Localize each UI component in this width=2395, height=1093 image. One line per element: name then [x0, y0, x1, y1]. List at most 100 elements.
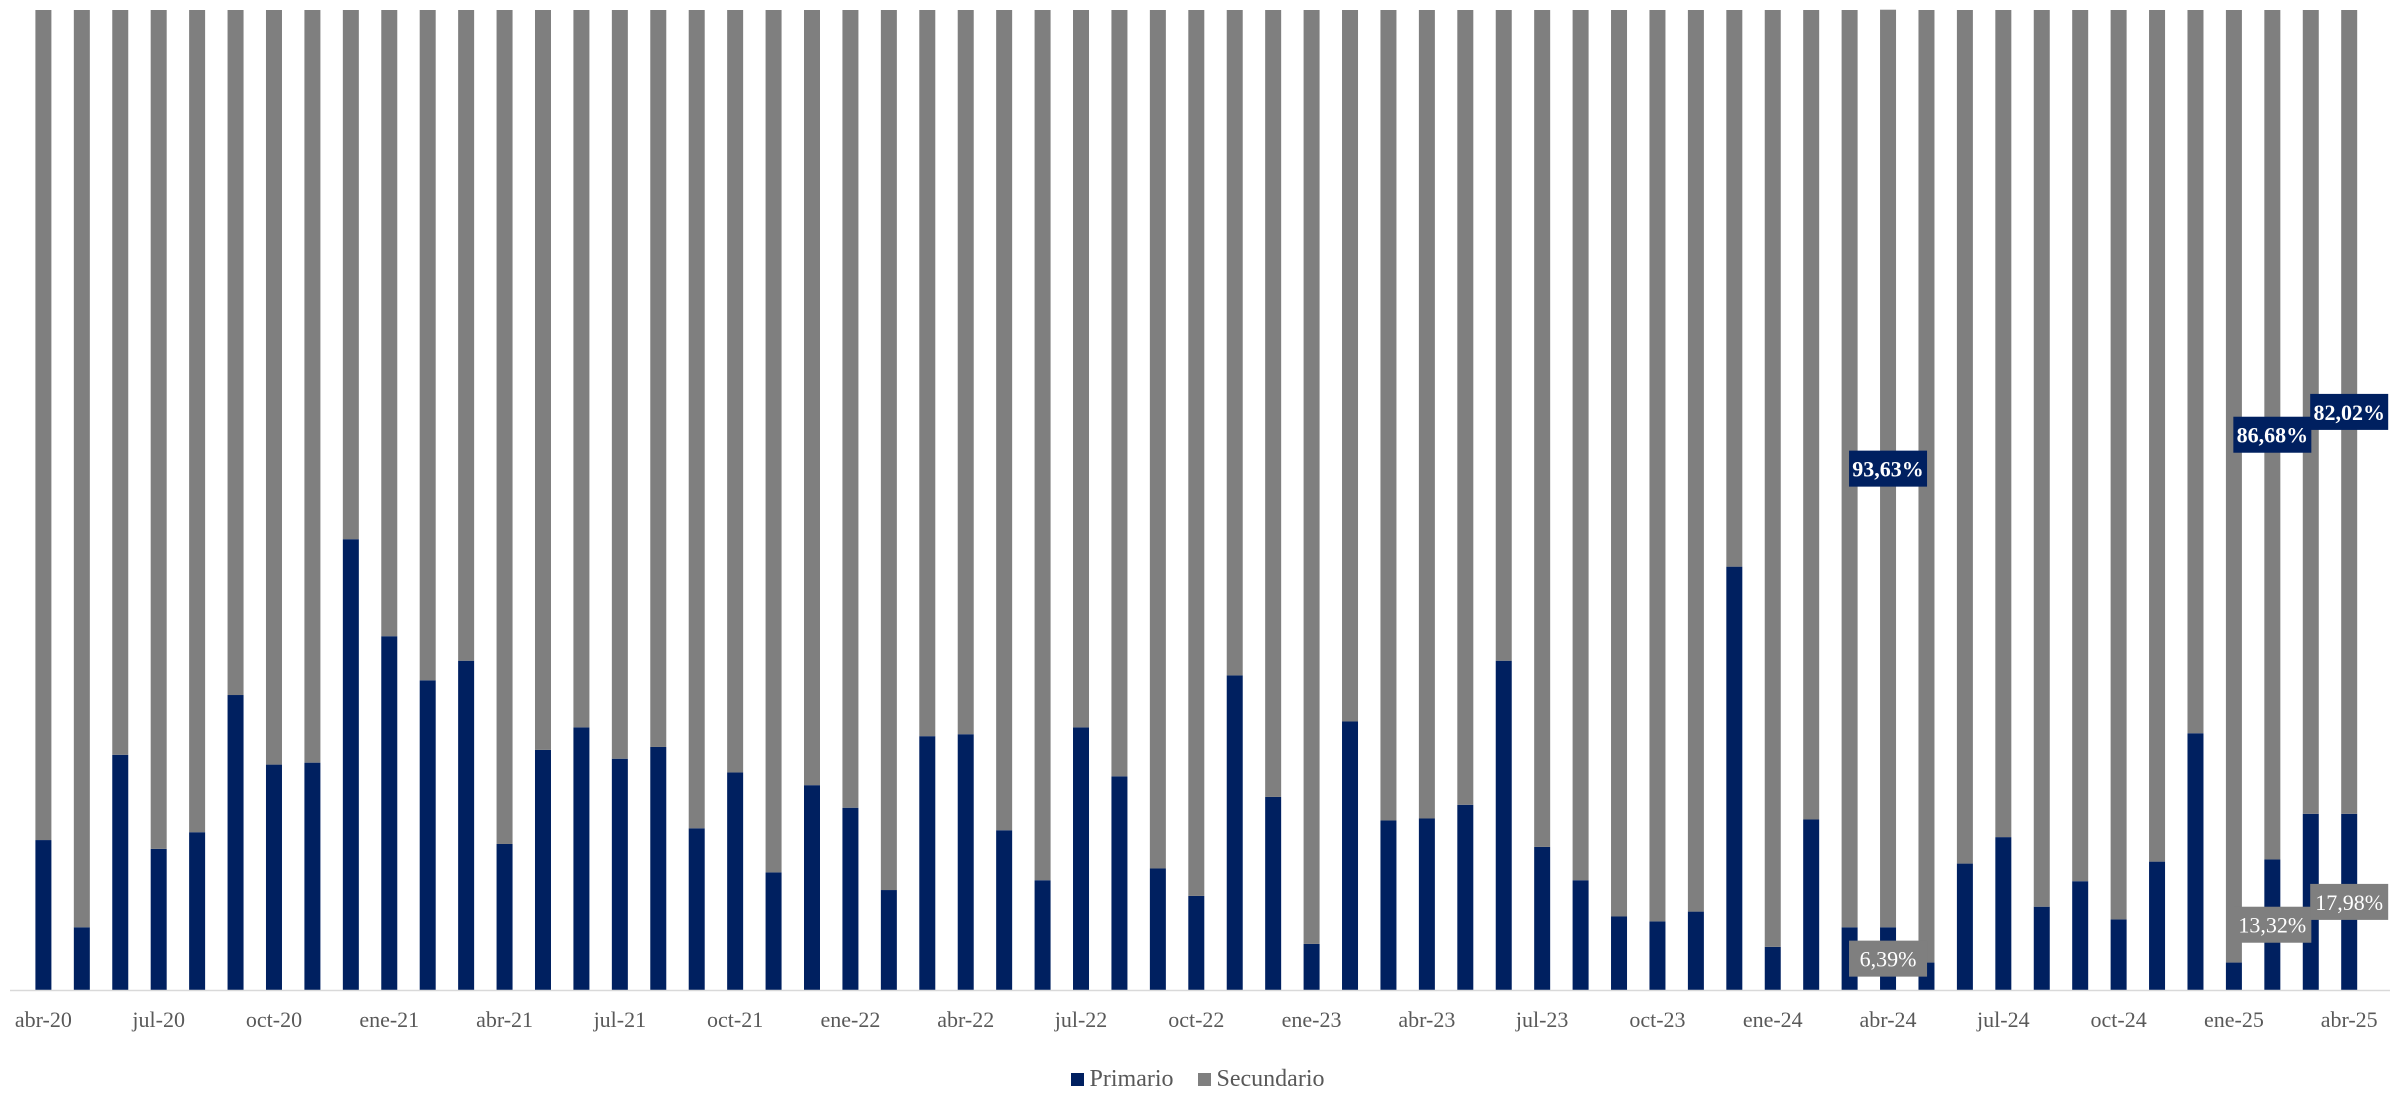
bar-secundario-nov-23	[1687, 10, 1704, 912]
x-tick-labels: abr-20 jul-20 oct-20 ene-21 abr-21 jul-21 oct-…	[15, 1007, 2378, 1032]
bar-primario-may-21	[534, 749, 551, 990]
data-label-text: 13,32%	[2238, 913, 2306, 938]
data-label-text: 6,39%	[1860, 947, 1917, 972]
data-label-box	[1849, 450, 1928, 487]
bar-primario-ene-23	[1303, 943, 1320, 990]
bar-primario-may-23	[1457, 804, 1474, 990]
bar-secundario-mar-22	[919, 10, 936, 737]
bar-primario-sep-22	[1149, 868, 1166, 990]
x-tick-abr-25: abr-25	[2321, 1007, 2378, 1032]
bar-secundario-mar-23	[1380, 10, 1397, 821]
data-label-text: 86,68%	[2237, 423, 2309, 448]
bar-secundario-jul-20	[150, 10, 167, 849]
bar-primario-may-22	[996, 830, 1013, 990]
bar-primario-feb-21	[419, 680, 436, 990]
bar-secundario-ago-22	[1111, 10, 1128, 777]
bar-secundario-abr-21	[496, 10, 513, 844]
bar-primario-jun-20	[112, 754, 129, 990]
bar-primario-sep-23	[1611, 916, 1628, 990]
bar-secundario-feb-21	[419, 10, 436, 681]
bar-primario-nov-20	[304, 762, 321, 990]
bar-primario-dic-24	[2187, 733, 2204, 990]
legend-swatch-secundario	[1197, 1073, 1211, 1086]
bar-secundario-jul-24	[1995, 10, 2012, 838]
bar-primario-mar-22	[919, 736, 936, 990]
bar-secundario-nov-20	[304, 10, 321, 763]
bar-secundario-jun-24	[1956, 10, 1973, 864]
x-tick-ene-24: ene-24	[1743, 1007, 1803, 1032]
x-tick-jul-22: jul-22	[1054, 1007, 1108, 1032]
bar-secundario-may-20	[73, 10, 90, 928]
bar-secundario-ene-21	[381, 10, 398, 637]
bar-secundario-jul-22	[1073, 10, 1090, 728]
data-label-box	[1849, 940, 1928, 977]
bar-primario-ene-22	[842, 807, 859, 990]
bar-secundario-jun-21	[573, 10, 590, 728]
bar-primario-dic-22	[1265, 796, 1282, 990]
x-tick-jul-23: jul-23	[1515, 1007, 1569, 1032]
bar-secundario-mar-21	[458, 10, 475, 661]
bar-secundario-oct-20	[265, 10, 282, 765]
bar-primario-dic-23	[1726, 566, 1743, 990]
data-label-secundario-feb-25: 86,68%	[2233, 416, 2312, 453]
x-tick-ene-21: ene-21	[359, 1007, 419, 1032]
legend-item-secundario: Secundario	[1197, 1066, 1324, 1093]
bar-secundario-ago-20	[189, 10, 206, 833]
bar-secundario-may-21	[534, 10, 551, 750]
bar-primario-jun-23	[1495, 660, 1512, 990]
bar-primario-jun-22	[1034, 880, 1051, 990]
bar-secundario-ago-24	[2033, 10, 2050, 907]
bar-primario-feb-24	[1803, 819, 1820, 990]
data-label-primario-abr-25: 17,98%	[2310, 883, 2389, 920]
bar-secundario-jun-20	[112, 10, 129, 755]
bar-secundario-dic-20	[342, 10, 359, 540]
legend-label-primario: Primario	[1089, 1066, 1174, 1092]
bar-primario-abr-21	[496, 843, 513, 990]
bar-primario-ago-23	[1572, 880, 1589, 990]
bar-secundario-dic-22	[1265, 10, 1282, 797]
bar-secundario-dic-21	[804, 10, 820, 786]
bar-primario-oct-23	[1649, 921, 1666, 990]
bar-primario-mar-21	[458, 660, 475, 990]
legend: Primario Secundario	[0, 1066, 2395, 1093]
legend-item-primario: Primario	[1070, 1066, 1174, 1093]
bar-secundario-abr-20	[35, 10, 52, 841]
x-tick-oct-24: oct-24	[2091, 1007, 2147, 1032]
bar-secundario-dic-23	[1726, 10, 1743, 567]
bar-secundario-may-23	[1457, 10, 1474, 805]
x-tick-oct-22: oct-22	[1168, 1007, 1224, 1032]
bar-primario-jul-23	[1534, 846, 1551, 990]
bar-secundario-dic-24	[2187, 10, 2204, 734]
bar-primario-ago-24	[2033, 906, 2050, 990]
bar-secundario-ene-25	[2225, 10, 2242, 963]
bar-secundario-ene-23	[1303, 10, 1320, 944]
bar-primario-abr-22	[957, 734, 974, 990]
bar-primario-mar-23	[1380, 820, 1397, 990]
bar-secundario-oct-22	[1188, 10, 1205, 896]
x-tick-abr-23: abr-23	[1398, 1007, 1455, 1032]
bar-secundario-sep-21	[688, 10, 705, 829]
x-tick-abr-21: abr-21	[476, 1007, 533, 1032]
bar-secundario-nov-24	[2149, 10, 2166, 862]
bar-secundario-nov-21	[765, 10, 782, 873]
x-tick-abr-22: abr-22	[937, 1007, 994, 1032]
bar-primario-oct-22	[1188, 895, 1205, 990]
bar-secundario-jun-23	[1495, 10, 1512, 661]
data-label-box	[2233, 416, 2312, 453]
x-tick-jul-21: jul-21	[593, 1007, 647, 1032]
bar-secundario-feb-24	[1803, 10, 1820, 820]
x-tick-ene-23: ene-23	[1282, 1007, 1342, 1032]
bar-primario-nov-23	[1687, 911, 1704, 990]
bar-primario-ene-24	[1764, 946, 1781, 990]
bar-secundario-feb-23	[1342, 10, 1359, 722]
bar-secundario-sep-22	[1149, 10, 1166, 869]
x-tick-oct-21: oct-21	[707, 1007, 763, 1032]
bar-secundario-abr-23	[1418, 10, 1435, 819]
bar-secundario-oct-21	[727, 10, 744, 773]
legend-swatch-primario	[1070, 1073, 1084, 1086]
bar-primario-feb-22	[880, 890, 897, 990]
x-tick-jul-20: jul-20	[131, 1007, 185, 1032]
bar-primario-jun-24	[1956, 863, 1973, 990]
bar-secundario-abr-22	[957, 10, 974, 735]
